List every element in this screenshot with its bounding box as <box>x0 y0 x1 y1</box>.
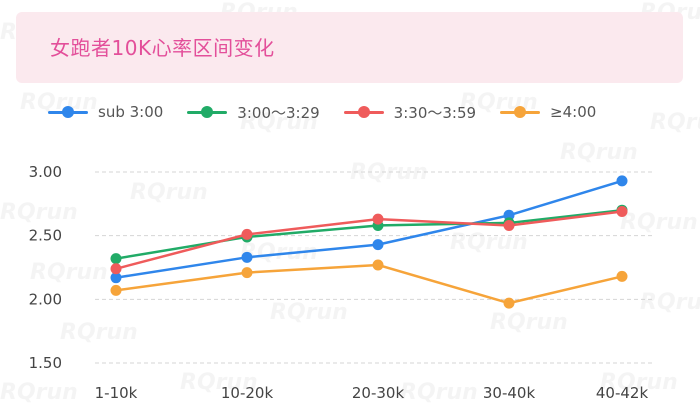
x-tick-label: 30-40k <box>483 384 536 402</box>
x-tick-label: 40-42k <box>596 384 649 402</box>
y-tick-label: 2.50 <box>29 227 62 245</box>
series-line <box>115 179 623 279</box>
series-line <box>115 263 623 305</box>
chart-title: 女跑者10K心率区间变化 <box>50 36 275 60</box>
series-line <box>115 210 623 270</box>
legend-swatch <box>48 106 88 118</box>
data-point <box>616 270 628 282</box>
data-point <box>241 228 253 240</box>
legend-swatch <box>187 106 228 118</box>
data-point <box>372 239 384 251</box>
data-point <box>503 219 515 231</box>
data-point <box>110 284 122 296</box>
data-point <box>372 213 384 225</box>
data-point <box>616 175 628 187</box>
legend-item[interactable]: 3:00～3:29 <box>187 102 320 123</box>
legend-swatch <box>500 106 541 118</box>
data-point <box>241 251 253 263</box>
series-line <box>115 208 623 260</box>
data-point <box>616 205 628 217</box>
x-tick-label: 20-30k <box>352 384 405 402</box>
legend-item[interactable]: 3:30～3:59 <box>343 102 477 123</box>
y-tick-label: 3.00 <box>29 163 62 181</box>
data-point <box>110 253 122 265</box>
legend-swatch <box>343 106 384 118</box>
legend-item[interactable]: ≥4:00 <box>500 103 596 121</box>
legend-label: 3:00～3:29 <box>237 103 320 122</box>
x-tick-label: 1-10k <box>95 384 138 402</box>
legend-item[interactable]: sub 3:00 <box>48 103 163 121</box>
y-tick-label: 2.00 <box>29 290 62 308</box>
legend-label: ≥4:00 <box>550 103 597 121</box>
data-point <box>241 267 253 279</box>
data-point <box>110 272 122 284</box>
legend-label: sub 3:00 <box>98 103 164 121</box>
y-tick-label: 1.50 <box>29 354 62 372</box>
x-tick-label: 10-20k <box>221 384 274 402</box>
data-point <box>372 259 384 271</box>
legend-label: 3:30～3:59 <box>393 103 477 122</box>
data-point <box>110 263 122 275</box>
data-point <box>503 209 515 221</box>
title-banner: 女跑者10K心率区间变化 <box>16 12 683 83</box>
data-point <box>503 297 515 309</box>
chart-legend: sub 3:00 3:00～3:29 3:30～3:59 ≥4:00 <box>48 100 620 124</box>
